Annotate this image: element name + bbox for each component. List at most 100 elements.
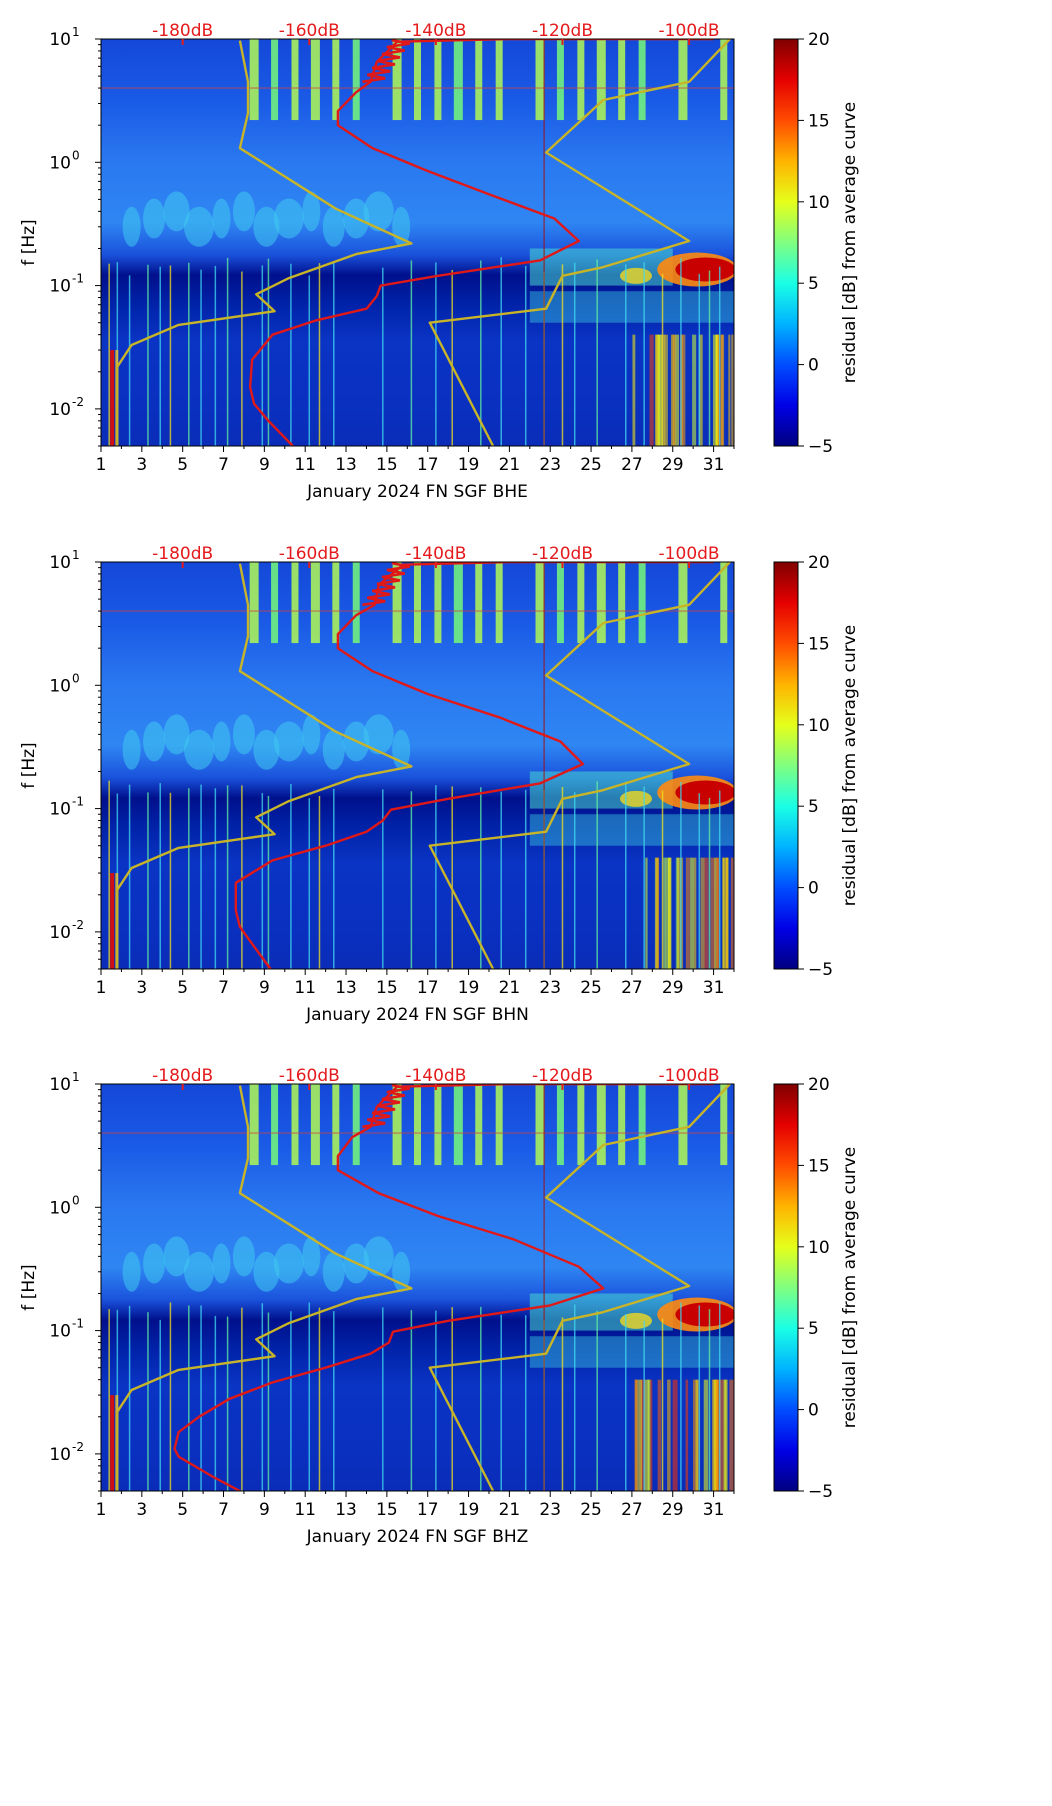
hf-noise-band [678, 1084, 688, 1166]
lf-streak [664, 334, 668, 446]
hf-noise-band [556, 1084, 564, 1166]
microseism-blob [322, 206, 345, 247]
y-tick-exponent: 1 [72, 1070, 80, 1084]
microseism-blob [184, 1251, 215, 1292]
microseism-blob [163, 191, 190, 232]
plot-frame [100, 561, 735, 970]
storm-band-lower [529, 1336, 734, 1368]
y-tick-label: 10 [49, 923, 71, 943]
lf-streak [667, 1379, 671, 1491]
lf-streak [712, 334, 717, 446]
spectrogram-image [101, 562, 734, 969]
x-tick-label: 19 [458, 978, 480, 998]
model-curve-low [116, 1085, 413, 1491]
x-tick-label: 25 [580, 455, 602, 475]
hf-noise-band [577, 39, 585, 121]
y-tick-label: 10 [49, 1322, 71, 1342]
top-db-label: -140dB [405, 1066, 466, 1086]
top-db-label: -180dB [152, 544, 213, 564]
lf-streak [640, 1379, 645, 1491]
x-tick-label: 31 [703, 1500, 725, 1520]
y-axis-label: f [Hz] [19, 219, 39, 265]
y-tick-label: 10 [49, 1445, 71, 1465]
microseism-blob [163, 1236, 190, 1277]
hf-noise-band [434, 39, 442, 121]
lf-streak [722, 857, 728, 969]
hf-noise-band [392, 562, 402, 644]
x-tick-label: 5 [177, 1500, 188, 1520]
y-tick-exponent: -2 [72, 918, 84, 932]
hf-line [101, 1132, 734, 1135]
top-db-label: -100dB [659, 1066, 720, 1086]
top-db-label: -140dB [405, 544, 466, 564]
hf-noise-band [414, 562, 421, 644]
lf-streak [720, 334, 725, 446]
y-tick-exponent: -1 [72, 1317, 84, 1331]
colorbar-tick-label: 0 [808, 1401, 819, 1421]
x-tick-label: 1 [96, 455, 107, 475]
hf-noise-band [453, 562, 463, 644]
x-tick-label: 1 [96, 1500, 107, 1520]
colorbar-tick-label: 10 [808, 716, 830, 736]
microseism-blob [253, 1251, 280, 1292]
hf-noise-band [271, 1084, 279, 1166]
hf-noise-band [392, 1084, 402, 1166]
hf-noise-band [596, 39, 606, 121]
lf-streak [724, 1379, 727, 1491]
colorbar-frame [773, 1083, 799, 1492]
lf-streak [674, 334, 679, 446]
x-tick-label: 15 [376, 455, 398, 475]
storm-band-lower [529, 814, 734, 846]
hf-noise-band [535, 39, 545, 121]
hf-noise-band [271, 562, 279, 644]
hf-noise-band [291, 562, 299, 644]
colorbar-label: residual [dB] from average curve [840, 1147, 860, 1428]
y-tick-label: 10 [49, 153, 71, 173]
lf-streak [665, 857, 670, 969]
top-db-label: -180dB [152, 21, 213, 41]
microseism-blob [212, 721, 231, 762]
x-tick-label: 9 [259, 455, 270, 475]
storm-hotspot-edge [619, 267, 652, 284]
hf-noise-band [310, 39, 320, 121]
x-tick-label: 21 [499, 455, 521, 475]
x-tick-label: 15 [376, 1500, 398, 1520]
x-tick-label: 29 [662, 455, 684, 475]
x-tick-label: 27 [621, 1500, 643, 1520]
top-db-label: -160dB [279, 544, 340, 564]
hf-noise-band [434, 1084, 442, 1166]
microseism-blob [302, 1236, 321, 1277]
microseism-blob [122, 206, 141, 247]
model-curve-high [428, 562, 731, 969]
mean-psd-curve-jagged [362, 1084, 410, 1129]
microseism-blob [273, 721, 304, 762]
hf-noise-band [332, 39, 340, 121]
x-tick-label: 13 [335, 978, 357, 998]
hf-noise-band [535, 1084, 545, 1166]
x-tick-label: 19 [458, 1500, 480, 1520]
x-tick-label: 3 [136, 455, 147, 475]
hf-noise-band [453, 39, 463, 121]
x-tick-label: 21 [499, 1500, 521, 1520]
lf-streak [657, 1379, 662, 1491]
microseism-blob [212, 198, 231, 239]
x-tick-label: 17 [417, 455, 439, 475]
x-tick-label: 29 [662, 978, 684, 998]
lf-streak [672, 1379, 678, 1491]
lf-streak [716, 857, 720, 969]
colorbar-tick-label: −5 [808, 1482, 833, 1502]
plot-frame [100, 38, 735, 447]
lf-streak [680, 857, 684, 969]
x-tick-label: 17 [417, 978, 439, 998]
hf-noise-band [271, 39, 279, 121]
colorbar [774, 1084, 798, 1491]
lf-streak [668, 857, 672, 969]
model-curve-high [428, 39, 731, 446]
x-tick-label: 13 [335, 455, 357, 475]
model-curve-low [116, 40, 413, 446]
hf-noise-band [332, 1084, 340, 1166]
hf-noise-band [720, 562, 728, 644]
hf-noise-band [495, 39, 503, 121]
top-db-label: -100dB [659, 544, 720, 564]
